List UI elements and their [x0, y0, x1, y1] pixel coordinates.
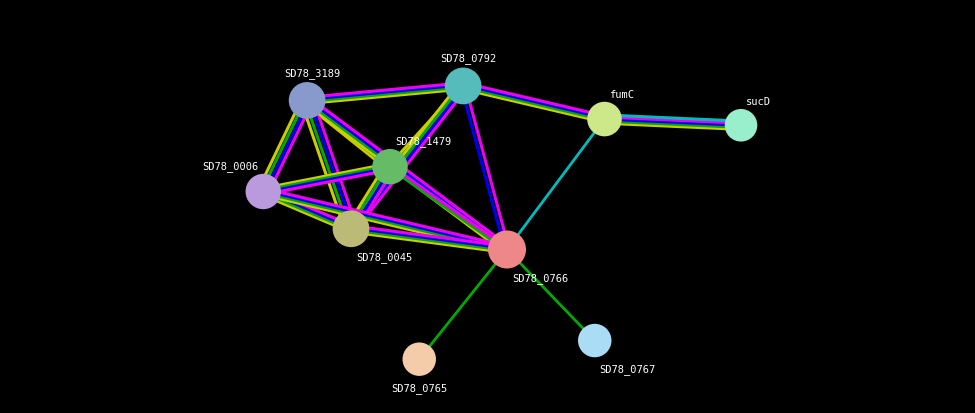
Text: SD78_1479: SD78_1479 [395, 136, 451, 147]
Point [255, 189, 271, 195]
Text: SD78_0766: SD78_0766 [512, 273, 568, 283]
Text: fumC: fumC [609, 90, 635, 100]
Text: sucD: sucD [746, 97, 771, 107]
Text: SD78_3189: SD78_3189 [284, 68, 340, 78]
Point [597, 116, 612, 123]
Text: SD78_0767: SD78_0767 [600, 363, 656, 374]
Point [382, 164, 398, 171]
Point [455, 83, 471, 90]
Point [499, 247, 515, 253]
Point [587, 337, 603, 344]
Point [343, 226, 359, 233]
Text: SD78_0045: SD78_0045 [356, 252, 412, 263]
Text: SD78_0006: SD78_0006 [202, 161, 258, 172]
Point [733, 123, 749, 129]
Text: SD78_0765: SD78_0765 [391, 382, 448, 393]
Point [299, 98, 315, 104]
Point [411, 356, 427, 363]
Text: SD78_0792: SD78_0792 [440, 53, 496, 64]
